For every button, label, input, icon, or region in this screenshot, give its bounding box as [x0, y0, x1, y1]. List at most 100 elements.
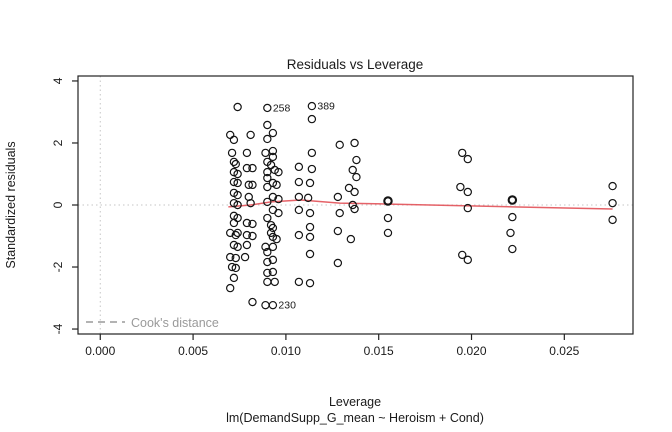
data-point	[268, 152, 278, 162]
data-point	[268, 300, 278, 310]
data-point	[344, 183, 354, 193]
data-point	[463, 187, 472, 197]
data-point	[305, 208, 315, 218]
data-point	[227, 148, 237, 158]
data-point	[348, 200, 357, 210]
data-point	[233, 102, 242, 112]
data-point	[350, 138, 359, 148]
data-point	[240, 252, 250, 262]
data-point	[307, 101, 317, 111]
y-axis-tick-label: -2	[51, 261, 65, 272]
data-point	[226, 283, 235, 293]
data-point	[231, 263, 240, 273]
data-point	[266, 228, 276, 238]
data-point	[263, 213, 272, 223]
data-point	[270, 277, 279, 287]
data-point	[268, 146, 278, 156]
data-point	[268, 192, 278, 202]
data-point	[274, 167, 283, 177]
data-point	[268, 242, 278, 252]
data-point	[506, 228, 515, 238]
data-point	[268, 128, 278, 138]
data-point	[263, 173, 272, 183]
chart-title: Residuals vs Leverage	[287, 57, 424, 72]
data-layer: 258 389 230	[226, 101, 617, 312]
data-point	[305, 232, 315, 242]
data-point	[242, 218, 252, 228]
x-axis-label: Leverage	[329, 395, 381, 409]
data-point	[248, 163, 257, 173]
data-point	[333, 192, 343, 202]
data-point	[307, 148, 317, 158]
point-label: 258	[273, 102, 291, 114]
data-point	[263, 247, 272, 257]
data-point	[456, 182, 465, 192]
data-point	[263, 197, 272, 207]
data-point	[383, 228, 393, 238]
data-point	[263, 257, 272, 267]
data-point	[246, 130, 255, 140]
y-axis-tick-label: 2	[51, 139, 65, 146]
data-point	[463, 203, 472, 213]
data-point	[508, 244, 517, 254]
point-label: 230	[278, 300, 296, 312]
data-point	[263, 120, 272, 130]
data-point	[229, 157, 239, 167]
data-point	[248, 180, 257, 190]
data-point	[294, 277, 304, 287]
data-point	[274, 208, 283, 218]
data-point	[335, 140, 344, 150]
data-point	[463, 255, 472, 265]
x-axis-tick-label: 0.005	[178, 344, 208, 358]
data-point	[226, 252, 235, 262]
emphasized-data-point	[507, 195, 518, 205]
data-point	[294, 162, 304, 172]
smooth-trend-line	[228, 199, 613, 210]
data-point	[233, 178, 242, 188]
data-point	[608, 198, 617, 208]
data-point	[335, 208, 344, 218]
data-point	[305, 222, 315, 232]
data-point	[307, 114, 317, 124]
data-point	[263, 103, 272, 113]
data-point	[229, 218, 239, 228]
data-point	[263, 268, 272, 278]
x-axis-tick-label: 0.025	[549, 344, 579, 358]
y-axis-label: Standardized residuals	[4, 141, 18, 268]
data-point	[350, 204, 359, 214]
data-point	[233, 200, 242, 210]
data-point	[242, 230, 252, 240]
data-point	[231, 230, 240, 240]
data-point	[229, 273, 239, 283]
data-point	[458, 250, 467, 260]
data-point	[263, 167, 272, 177]
data-point	[272, 234, 281, 244]
data-point	[294, 205, 304, 215]
point-label: 389	[317, 101, 335, 113]
y-axis-tick-label: 0	[51, 201, 65, 208]
data-point	[333, 226, 343, 236]
data-point	[248, 219, 257, 229]
data-point	[608, 181, 617, 191]
axes-layer: 0.000 0.005 0.010 0.015 0.020 0.025 -4 -2 0 2 4	[51, 75, 634, 358]
data-point	[229, 135, 239, 145]
data-point	[261, 148, 270, 158]
data-point	[242, 148, 252, 158]
data-point	[352, 155, 361, 165]
data-point	[261, 300, 270, 310]
data-point	[463, 154, 472, 164]
data-point	[268, 267, 278, 277]
data-point	[233, 169, 242, 179]
data-point	[350, 187, 359, 197]
data-point	[303, 193, 313, 203]
data-point	[229, 177, 239, 187]
data-point	[352, 172, 361, 182]
x-axis-tick-label: 0.010	[271, 344, 301, 358]
data-point	[508, 212, 517, 222]
data-point	[348, 165, 357, 175]
emphasized-data-point	[383, 196, 393, 206]
y-axis-tick-label: 4	[51, 77, 65, 84]
data-point	[231, 159, 240, 169]
data-point	[227, 262, 237, 272]
